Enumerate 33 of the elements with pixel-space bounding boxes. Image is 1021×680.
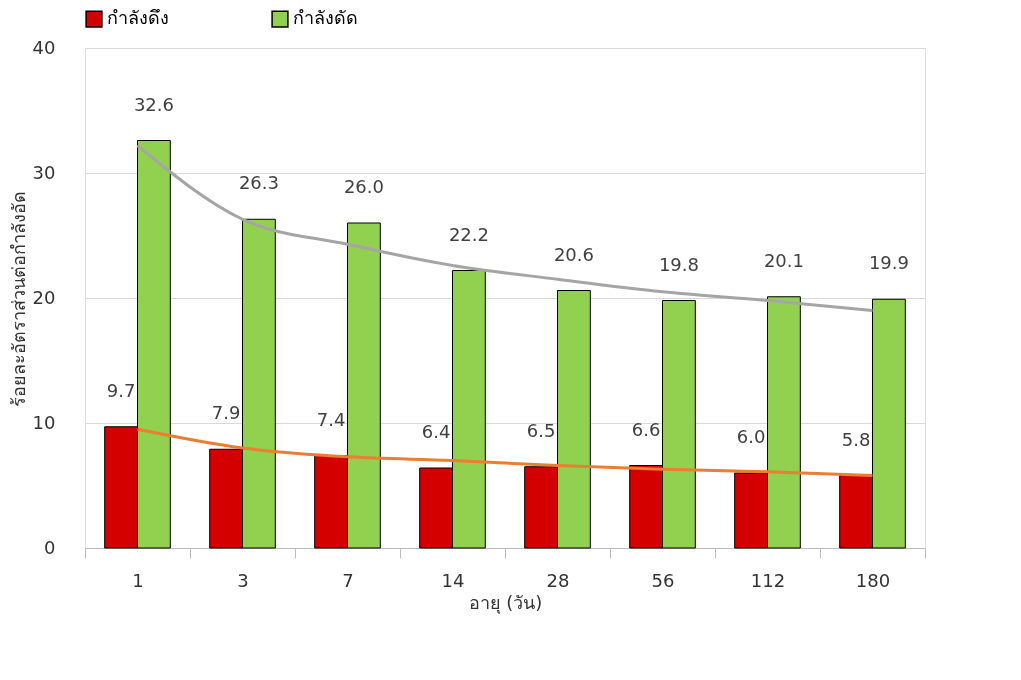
data-label: 26.3 [238,172,279,194]
y-tick-label: 20 [32,286,56,308]
data-label: 19.8 [658,253,699,275]
x-tick-label: 3 [237,569,249,591]
data-label: 7.9 [211,402,241,424]
data-label: 6.0 [736,426,766,447]
x-tick-label: 112 [750,569,786,591]
y-axis-title: ร้อยละอัตราส่วนต่อกำลังอัด [7,190,29,407]
y-tick-label: 0 [44,536,56,558]
y-tick-label: 30 [32,161,56,183]
data-label: 6.5 [526,419,556,441]
data-label: 6.6 [631,418,661,440]
data-label: 19.9 [868,252,909,274]
x-tick-label: 28 [546,569,570,591]
x-tick-label: 7 [342,569,354,591]
data-label: 20.1 [763,249,804,271]
legend-label: กำลังดึง [107,7,169,29]
data-label: 20.6 [553,243,594,265]
data-label: 22.2 [448,223,489,245]
data-label: 9.7 [106,379,136,401]
data-label: 32.6 [133,93,174,115]
data-label: 6.4 [421,421,451,442]
x-tick-label: 14 [441,569,465,591]
data-label: 5.8 [841,428,871,450]
x-tick-label: 180 [855,569,891,591]
legend-label: กำลังดัด [293,7,358,29]
data-label: 7.4 [316,408,346,430]
x-tick-label: 1 [132,569,144,591]
x-axis-title: อายุ (วัน) [468,591,543,614]
y-tick-label: 40 [32,36,56,58]
data-label: 26.0 [343,176,384,197]
y-tick-label: 10 [32,411,56,433]
x-tick-label: 56 [651,569,675,591]
